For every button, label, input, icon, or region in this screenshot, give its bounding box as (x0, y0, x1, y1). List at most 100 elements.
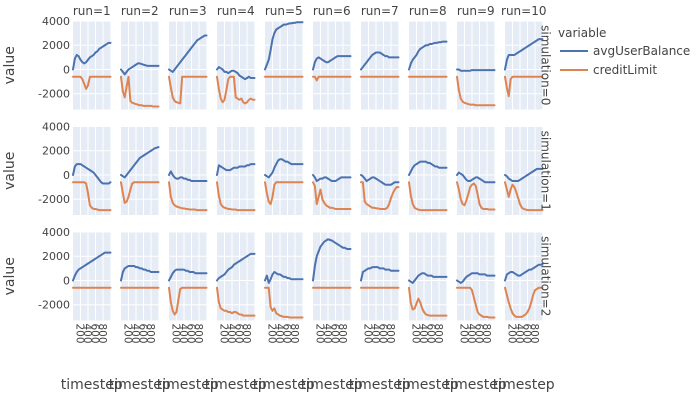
series-line-creditLimit-r1-c5 (312, 181, 352, 210)
ytick-label: 0 (63, 169, 70, 182)
x-axis-title: timestep (109, 377, 171, 393)
facet-background (313, 126, 351, 215)
row-title-0: simulation=0 (539, 25, 553, 105)
series-line-creditLimit-r1-c0 (72, 181, 112, 212)
facet-title-4: run=4 (217, 4, 255, 18)
x-axis-title: timestep (445, 377, 507, 393)
facet-title-3: run=3 (169, 4, 207, 18)
xtick-label: 600 (521, 324, 533, 344)
series-line-avgUserBalance-r2-c6 (360, 266, 400, 282)
facet-title-2: run=2 (121, 4, 159, 18)
facet-background (361, 21, 399, 110)
facet-background (457, 126, 495, 215)
series-line-avgUserBalance-r2-c0 (72, 251, 112, 282)
xtick-label: 800 (480, 324, 492, 344)
row-title-1: simulation=1 (539, 131, 553, 211)
xtick-label: 200 (314, 324, 326, 344)
series-line-avgUserBalance-r2-c3 (216, 252, 256, 282)
xtick-label: 800 (240, 324, 252, 344)
xtick-label: 400 (273, 324, 285, 344)
xtick-label: 800 (384, 324, 396, 344)
xtick-label: 200 (170, 324, 182, 344)
facet-background (313, 232, 351, 321)
ytick-label: -2000 (38, 299, 70, 312)
row-title-2: simulation=2 (539, 236, 553, 316)
series-line-avgUserBalance-r0-c9 (504, 38, 544, 71)
series-line-avgUserBalance-r1-c7 (408, 160, 448, 176)
series-line-creditLimit-r1-c2 (168, 181, 208, 212)
facet-background (169, 232, 207, 321)
series-line-avgUserBalance-r2-c7 (408, 272, 448, 284)
series-line-creditLimit-r0-c9 (504, 75, 544, 98)
facet-title-1: run=1 (73, 4, 111, 18)
series-line-creditLimit-r2-c4 (264, 286, 304, 319)
series-line-avgUserBalance-r2-c5 (312, 238, 352, 282)
series-line-avgUserBalance-r1-c4 (264, 158, 304, 179)
legend-title: variable (558, 26, 606, 40)
xtick-label: 600 (89, 324, 101, 344)
x-axis-title: timestep (253, 377, 315, 393)
facet-title-10: run=10 (501, 4, 546, 18)
series-line-avgUserBalance-r2-c9 (504, 263, 544, 282)
series-line-creditLimit-r1-c1 (120, 181, 160, 204)
series-line-creditLimit-r0-c2 (168, 75, 208, 105)
legend-label-avgUserBalance: avgUserBalance (593, 44, 690, 58)
series-line-avgUserBalance-r1-c2 (168, 170, 208, 183)
x-axis-title: timestep (397, 377, 459, 393)
facet-background (121, 232, 159, 321)
facet-title-7: run=7 (361, 4, 399, 18)
ytick-label: 2000 (42, 250, 70, 263)
xtick-label: 400 (321, 324, 333, 344)
series-line-creditLimit-r1-c4 (264, 181, 304, 206)
series-line-avgUserBalance-r0-c2 (168, 34, 208, 73)
series-line-creditLimit-r1-c9 (504, 181, 544, 212)
facet-background (313, 21, 351, 110)
xtick-label: 400 (417, 324, 429, 344)
ytick-label: 0 (63, 63, 70, 76)
y-axis-title: value (2, 152, 18, 190)
series-line-creditLimit-r1-c8 (456, 181, 496, 211)
series-line-avgUserBalance-r0-c6 (360, 51, 400, 71)
xtick-label: 200 (74, 324, 86, 344)
series-line-avgUserBalance-r1-c0 (72, 163, 112, 185)
series-line-avgUserBalance-r0-c3 (216, 66, 256, 81)
ytick-label: 4000 (42, 15, 70, 28)
series-line-avgUserBalance-r0-c5 (312, 55, 352, 71)
ytick-label: 2000 (42, 145, 70, 158)
x-axis-title: timestep (61, 377, 123, 393)
facet-background (361, 232, 399, 321)
xtick-label: 200 (122, 324, 134, 344)
x-axis-title: timestep (301, 377, 363, 393)
y-axis-title: value (2, 46, 18, 84)
xtick-label: 800 (96, 324, 108, 344)
xtick-label: 400 (225, 324, 237, 344)
series-line-avgUserBalance-r1-c5 (312, 173, 352, 183)
ytick-label: 4000 (42, 226, 70, 239)
xtick-label: 600 (185, 324, 197, 344)
series-line-creditLimit-r2-c2 (168, 286, 208, 316)
series-line-creditLimit-r2-c7 (408, 286, 448, 317)
xtick-label: 400 (129, 324, 141, 344)
xtick-label: 800 (288, 324, 300, 344)
xtick-label: 400 (465, 324, 477, 344)
ytick-label: 2000 (42, 39, 70, 52)
x-axis-title: timestep (205, 377, 267, 393)
series-line-avgUserBalance-r1-c6 (360, 173, 400, 186)
facet-background (505, 232, 543, 321)
xtick-label: 600 (377, 324, 389, 344)
xtick-label: 800 (336, 324, 348, 344)
series-line-avgUserBalance-r0-c0 (72, 41, 112, 71)
series-line-creditLimit-r2-c3 (216, 286, 256, 317)
facet-title-5: run=5 (265, 4, 303, 18)
xtick-label: 400 (177, 324, 189, 344)
series-line-avgUserBalance-r1-c1 (120, 146, 160, 179)
xtick-label: 800 (192, 324, 204, 344)
legend-label-creditLimit: creditLimit (593, 63, 657, 77)
facet-background (73, 232, 111, 321)
series-line-avgUserBalance-r2-c2 (168, 268, 208, 282)
xtick-label: 200 (266, 324, 278, 344)
xtick-label: 600 (329, 324, 341, 344)
series-line-avgUserBalance-r2-c8 (456, 272, 496, 284)
facet-background (169, 126, 207, 215)
xtick-label: 400 (369, 324, 381, 344)
